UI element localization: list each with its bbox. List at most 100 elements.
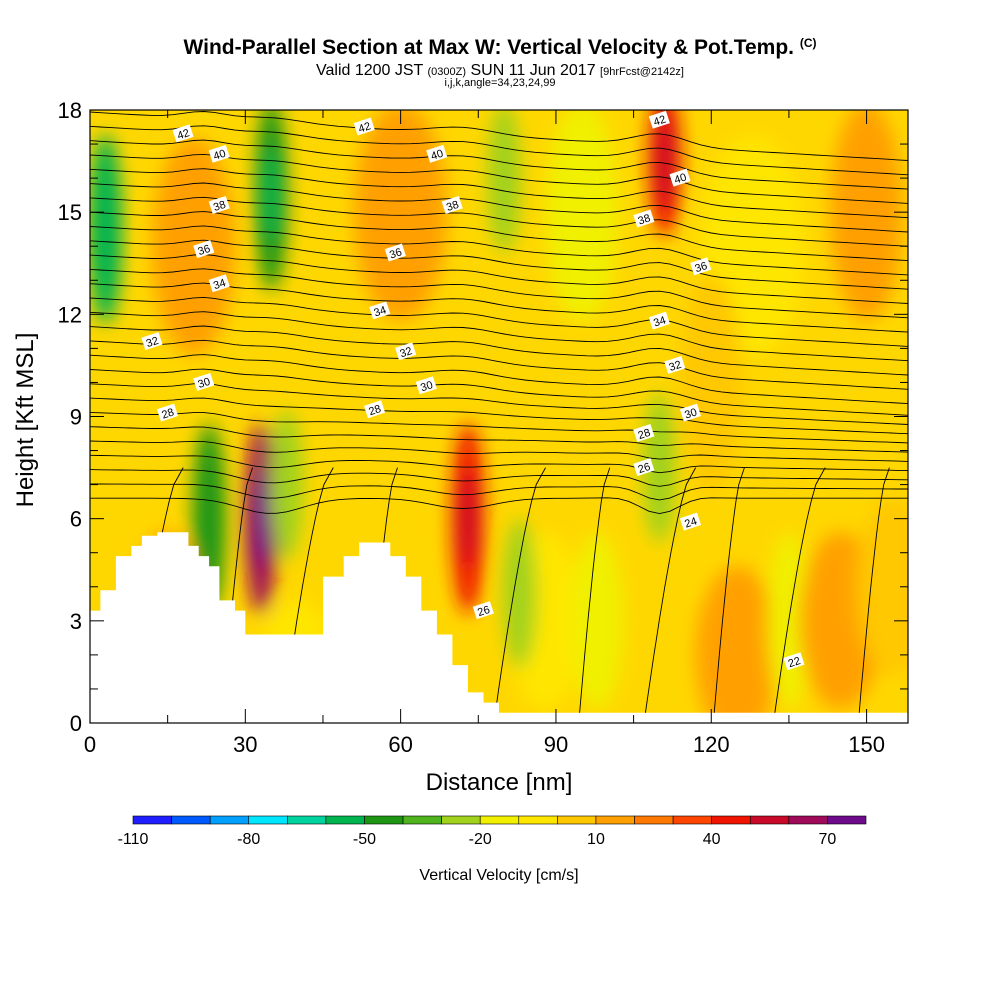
velocity-core [200,470,218,567]
contour-label-text: 24 [683,515,698,530]
theta-contour-line [90,268,908,319]
velocity-region [680,273,743,492]
contour-label-text: 28 [160,406,175,421]
contour-label-text: 40 [430,148,445,163]
contour-label-text: 42 [652,114,667,129]
contour-label: 38 [208,195,230,214]
y-tick-label: 12 [58,302,82,327]
contour-label-text: 30 [683,406,698,421]
contour-label-text: 36 [388,246,403,261]
theta-contour-line [643,467,697,723]
contour-label: 40 [208,144,230,163]
contour-label: 36 [384,243,406,262]
y-tick-label: 18 [58,98,82,123]
contour-label-text: 38 [637,212,652,227]
contour-label: 32 [395,342,417,360]
contour-label-text: 38 [212,199,227,214]
theta-contour-line [90,111,908,161]
velocity-feature [487,110,521,254]
theta-contour-line [90,411,908,444]
contour-label: 36 [193,240,215,258]
x-tick-label: 0 [84,732,96,757]
theta-contour-line [90,125,908,176]
contour-label-text: 26 [476,604,491,619]
theta-contour-line [90,368,908,416]
colorbar-tick-label: 70 [819,831,837,848]
contour-label: 22 [783,652,805,670]
terrain-profile [90,532,908,723]
y-axis-title: Height [Kft MSL] [12,333,39,508]
theta-contour-line [90,354,908,405]
velocity-region [856,498,908,676]
contour-label: 38 [633,209,655,228]
colorbar-swatch [672,815,712,825]
x-axis-title: Distance [nm] [426,769,573,796]
theta-contour-line [90,469,908,487]
x-tick-label: 90 [544,732,568,757]
theta-contour-line [90,483,908,501]
chart-subtitle: Valid 1200 JST (0300Z) SUN 11 Jun 2017 [… [316,62,684,79]
colorbar-swatch [518,815,558,825]
contour-label: 28 [156,403,179,422]
theta-contour-line [90,325,908,376]
colorbar-swatch [248,815,288,825]
plot-area: 42 42 42 40 40 40 38 38 38 36 36 36 34 34 34 32 32 32 30 30… [90,110,908,723]
contour-label: 34 [369,301,391,319]
colorbar-swatch [788,815,828,825]
contour-label: 34 [648,311,670,330]
theta-contour-line [90,454,908,474]
colorbar-title: Vertical Velocity [cm/s] [419,867,578,884]
theta-contour-line [90,383,908,425]
x-tick-label: 60 [388,732,412,757]
colorbar-swatch [364,815,404,825]
contour-label-text: 40 [212,148,227,163]
theta-contour-line [90,397,908,435]
contour-label-text: 36 [197,243,212,258]
contour-label: 38 [441,195,463,214]
contour-label-text: 36 [694,260,709,275]
theta-contour-line [90,440,908,462]
theta-contour-line [90,254,908,304]
y-tick-label: 0 [70,711,82,736]
contour-label: 28 [363,400,386,418]
contour-label: 36 [690,257,712,275]
colorbar-tick-label: -20 [469,831,492,848]
theta-contour-line [90,211,908,262]
contour-label: 30 [415,376,437,394]
contour-label: 30 [679,403,702,422]
colorbar-swatch [287,815,327,825]
velocity-core [656,113,673,209]
colorbar-tick-label: 10 [587,831,605,848]
grid-indices: i,j,k,angle=34,23,24,99 [444,77,556,89]
x-tick-label: 30 [233,732,257,757]
y-tick-label: 6 [70,507,82,532]
theta-contour-line [90,225,908,276]
theta-contour-line [712,467,745,723]
colorbar-swatch [749,815,790,825]
chart-title: Wind-Parallel Section at Max W: Vertical… [183,36,817,59]
copyright-mark: (C) [799,36,817,50]
velocity-region [354,110,448,322]
contour-label: 24 [679,512,702,531]
velocity-core [262,147,280,243]
colorbar-swatch [827,815,867,825]
contour-label-text: 34 [652,314,667,329]
colorbar-tick-label: -110 [118,831,149,848]
theta-contour-line [90,139,908,190]
colorbar-swatch [171,815,211,825]
y-tick-label: 15 [58,200,82,225]
contour-label-text: 28 [637,427,652,442]
colorbar: -110 -80 -50 -20 10 40 70 [118,815,867,848]
contour-label: 26 [472,601,494,619]
colorbar-swatch [595,815,635,825]
contour-label-text: 34 [373,304,388,319]
theta-contour-line [90,239,908,290]
contour-label-text: 28 [367,403,382,418]
colorbar-swatch [209,815,250,825]
contour-label-text: 34 [212,277,227,292]
colorbar-swatch [402,815,442,825]
x-tick-label: 120 [693,732,730,757]
colorbar-swatch [634,815,674,825]
